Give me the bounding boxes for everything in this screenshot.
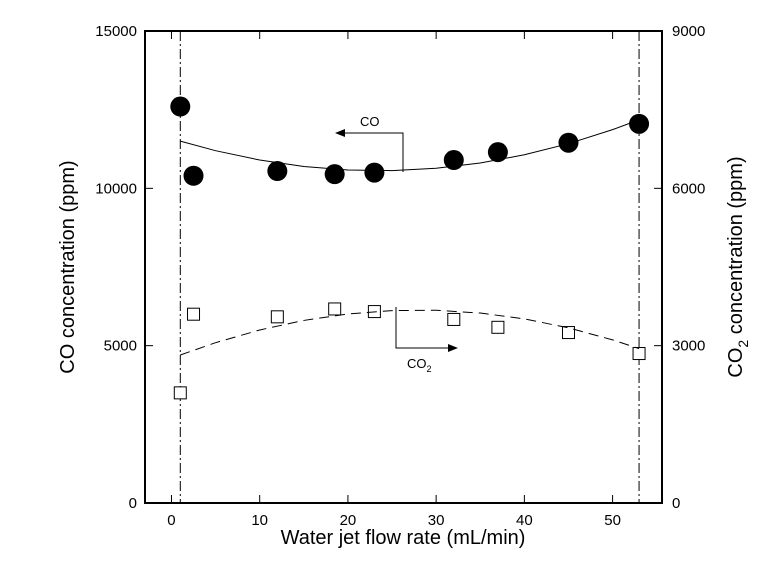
co-point [364,162,385,183]
annotation-arrow [395,307,452,349]
x-tick-label: 30 [428,512,445,529]
x-tick-label: 20 [340,512,357,529]
y2-title-sub: 2 [735,340,751,348]
x-tick-label: 50 [604,512,621,529]
y2-tick-label: 9000 [672,23,705,40]
co-point [558,132,579,153]
y2-axis-title: CO2 concentration (ppm) [725,156,751,377]
fit-curve [180,119,640,172]
annotation: CO2 [407,356,432,374]
annotation: CO [360,114,380,129]
y2-title-part: CO [725,348,747,378]
y-axis-title: CO concentration (ppm) [57,160,79,373]
y-tick-label: 5000 [104,338,137,355]
co-point [629,113,650,134]
y-tick-label: 0 [129,495,137,512]
y2-tick-label: 6000 [672,180,705,197]
co-point [487,142,508,163]
fit-curve [180,309,640,356]
y2-tick-label: 3000 [672,338,705,355]
x-tick-label: 40 [516,512,533,529]
y-tick-label: 10000 [95,180,137,197]
co-point [324,164,345,185]
co2-point [173,386,187,400]
co-point [170,96,191,117]
arrow-head [335,129,345,137]
co-point [267,161,288,182]
co2-point [328,302,342,316]
co2-point [561,326,575,340]
co2-point [491,320,505,334]
y2-tick-label: 0 [672,495,680,512]
annotation-sub: 2 [427,364,432,374]
x-tick-label: 0 [167,512,175,529]
co2-point [270,310,284,324]
co-point [183,165,204,186]
annotation-part: CO [407,356,427,371]
co2-point [187,307,201,321]
plot-frame [144,30,663,504]
co-point [443,150,464,171]
x-tick-label: 10 [251,512,268,529]
co2-point [447,312,461,326]
co2-point [632,347,646,361]
annotation-arrow [340,132,404,172]
y-tick-label: 15000 [95,23,137,40]
y2-title-rest: concentration (ppm) [725,156,747,339]
arrow-head [448,344,458,352]
x-axis-title: Water jet flow rate (mL/min) [281,527,526,549]
